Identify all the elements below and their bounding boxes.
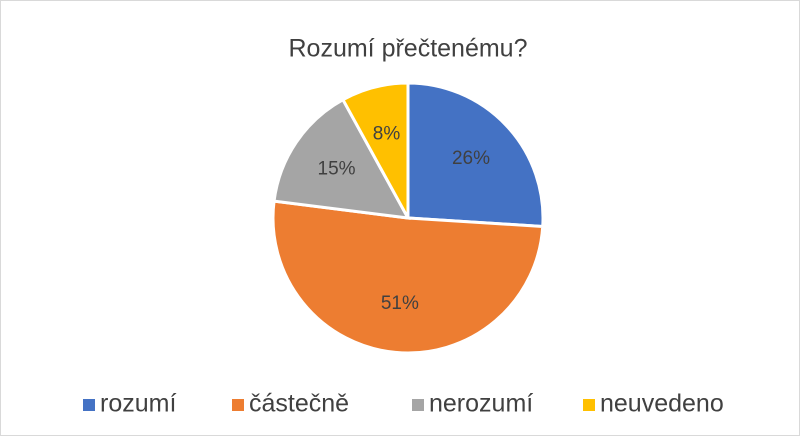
pie-slice <box>271 199 545 355</box>
data-label: 51% <box>381 293 419 314</box>
legend-marker <box>412 399 424 411</box>
data-label: 15% <box>318 158 356 179</box>
pie-slice <box>340 81 410 219</box>
legend-marker <box>232 399 244 411</box>
chart-title: Rozumí přečtenému? <box>288 35 527 63</box>
legend-label: rozumí <box>100 390 176 418</box>
legend-label: nerozumí <box>429 390 533 418</box>
legend-marker <box>83 399 95 411</box>
pie-slice <box>406 81 545 229</box>
data-label: 8% <box>373 123 401 144</box>
data-label: 26% <box>452 148 490 169</box>
legend-marker <box>583 399 595 411</box>
pie-slice <box>272 97 411 220</box>
legend-label: částečně <box>249 390 349 418</box>
legend-label: neuvedeno <box>600 390 724 418</box>
